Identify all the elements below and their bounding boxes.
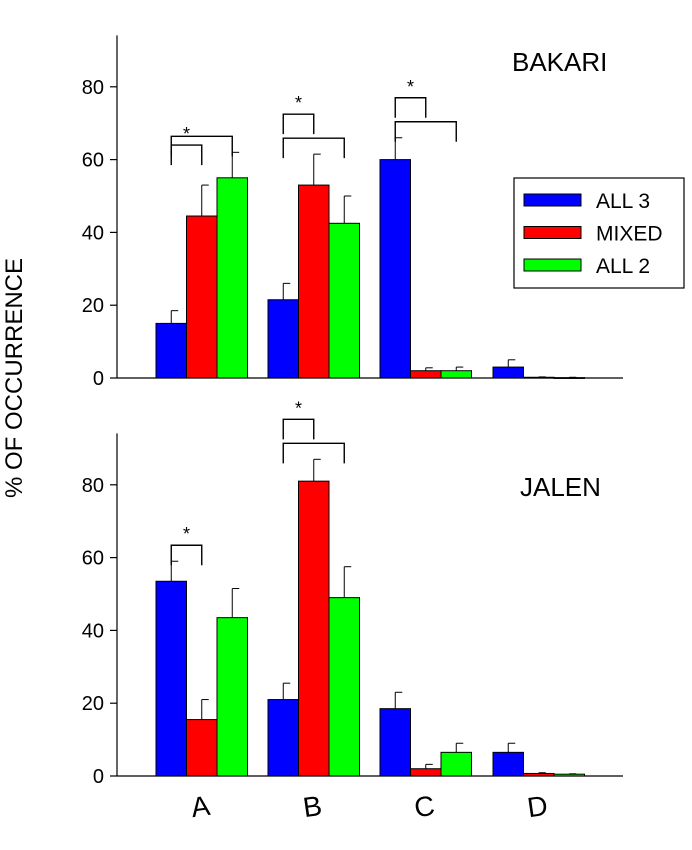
y-tick-label: 80 (82, 475, 104, 497)
bar-bakari-C-1 (410, 370, 442, 379)
significance-star: * (407, 77, 414, 97)
legend-label-2: ALL 2 (596, 255, 650, 278)
significance-bracket (282, 442, 345, 464)
bar-bakari-A-0 (155, 322, 187, 379)
plot-area: 0 20 40 60 80 BAKARI * * * 0 20 40 60 80 JALEN * * A B C D AL… (82, 35, 685, 823)
bar-bakari-B-0 (267, 299, 299, 379)
significance-star: * (183, 124, 190, 144)
significance-star: * (295, 398, 302, 418)
bar-jalen-A-0 (155, 580, 187, 777)
bar-bakari-C-0 (379, 159, 411, 379)
legend-swatch-0 (523, 193, 582, 207)
panel-jalen: 0 20 40 60 80 JALEN * * A B C D (82, 398, 623, 823)
panel-bakari: 0 20 40 60 80 BAKARI * * * (82, 35, 623, 390)
panel-title: JALEN (520, 472, 601, 502)
bar-jalen-B-1 (298, 480, 330, 777)
significance-bracket (170, 135, 233, 157)
y-tick-label: 60 (82, 150, 104, 172)
bar-jalen-C-0 (379, 708, 411, 777)
significance-bracket (170, 544, 203, 566)
significance-bracket (170, 144, 203, 166)
x-tick-label-B: B (301, 790, 324, 823)
x-tick-label-C: C (412, 790, 436, 824)
significance-bracket (282, 418, 315, 440)
bar-bakari-B-1 (298, 184, 330, 379)
y-axis-label: % OF OCCURRENCE (1, 258, 28, 498)
significance-star: * (295, 93, 302, 113)
legend: ALL 3 MIXED ALL 2 (513, 177, 685, 289)
y-tick-label: 40 (82, 222, 104, 244)
y-tick-label: 40 (82, 620, 104, 642)
significance-bracket (282, 113, 315, 135)
y-tick-label: 20 (82, 295, 104, 317)
panel-title: BAKARI (512, 47, 607, 77)
bar-bakari-A-2 (216, 177, 248, 379)
significance-bracket (282, 137, 345, 159)
x-tick-label-A: A (189, 790, 212, 823)
legend-swatch-1 (523, 226, 582, 239)
legend-swatch-2 (523, 258, 582, 272)
bar-bakari-D-0 (492, 366, 524, 379)
bar-jalen-B-0 (267, 699, 299, 777)
bar-jalen-A-2 (216, 617, 248, 777)
bar-jalen-A-1 (186, 719, 218, 777)
significance-bracket (394, 121, 457, 142)
bar-bakari-A-1 (186, 215, 218, 379)
bar-jalen-C-1 (410, 768, 442, 777)
bar-jalen-B-2 (328, 597, 360, 777)
bar-jalen-D-2 (553, 773, 585, 777)
legend-label-1: MIXED (596, 223, 663, 246)
significance-star: * (183, 524, 190, 544)
bar-jalen-C-2 (440, 751, 472, 777)
significance-bracket (394, 97, 427, 118)
bar-bakari-B-2 (328, 222, 360, 379)
bar-jalen-D-0 (492, 751, 524, 777)
bar-bakari-C-2 (440, 370, 472, 379)
y-tick-label: 0 (93, 766, 104, 788)
y-tick-label: 20 (82, 693, 104, 715)
x-tick-label-D: D (525, 790, 549, 824)
bar-jalen-D-1 (523, 772, 555, 777)
y-tick-label: 0 (93, 368, 104, 390)
y-tick-label: 80 (82, 77, 104, 99)
legend-label-0: ALL 3 (596, 190, 650, 213)
y-tick-label: 60 (82, 548, 104, 570)
